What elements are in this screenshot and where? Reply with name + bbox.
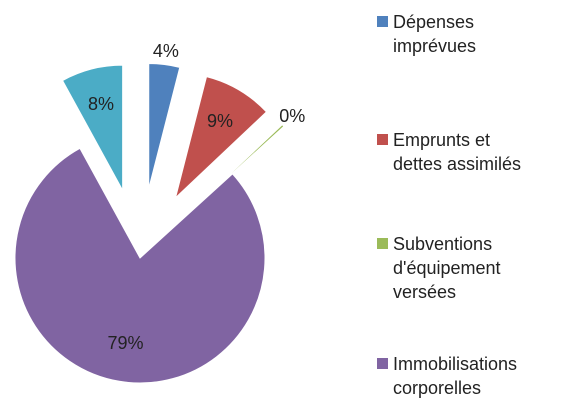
legend-swatch [377,16,388,27]
legend-item: Immobilisations corporelles [377,352,567,400]
legend-item: Dépenses imprévues [377,10,567,58]
slice-label: 4% [153,41,179,61]
legend-label: Dépenses imprévues [393,12,477,56]
pie-slice [14,147,266,384]
legend-label: Subventions d'équipement versées [393,234,501,302]
pie-slice [148,63,181,189]
pie-slice [174,75,268,200]
legend-item: Emprunts et dettes assimilés [377,128,567,176]
pie-slice [61,64,124,191]
slice-label: 79% [108,333,144,353]
legend-item: Subventions d'équipement versées [377,232,567,304]
slice-label: 8% [88,94,114,114]
pie-slice [191,123,285,211]
legend-label: Immobilisations corporelles [393,354,518,398]
legend-swatch [377,358,388,369]
slice-label: 9% [207,111,233,131]
legend-label: Emprunts et dettes assimilés [393,130,522,174]
legend-swatch [377,134,388,145]
slice-label: 0% [279,106,305,126]
legend-swatch [377,238,388,249]
